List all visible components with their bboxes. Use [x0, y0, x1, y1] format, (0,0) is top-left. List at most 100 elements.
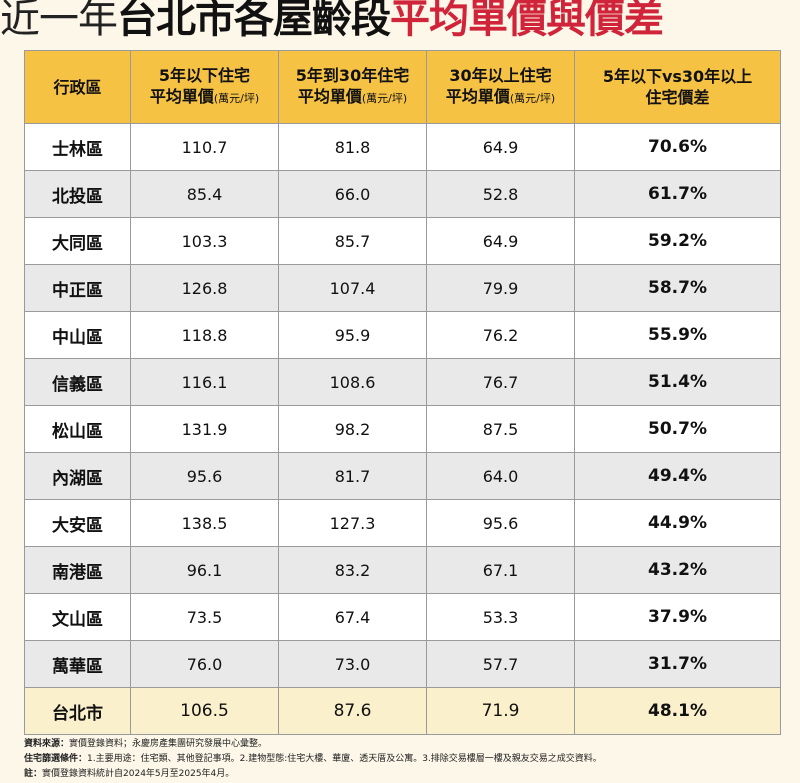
unit-price-cell: 76.0: [130, 640, 279, 688]
column-header-line1: 5年以下住宅: [158, 66, 251, 85]
unit-price-cell: 110.7: [130, 123, 279, 171]
price-gap-cell: 70.6%: [574, 123, 781, 171]
unit-price-cell: 85.4: [130, 170, 279, 218]
price-gap-cell: 51.4%: [574, 358, 781, 406]
district-cell: 南港區: [24, 546, 131, 594]
table-header-row: 行政區 5年以下住宅 平均單價(萬元/坪) 5年到30年住宅 平均單價(萬元/坪) 30年…: [24, 50, 781, 124]
footnote-line: 住宅篩選條件：1.主要用途：住宅類、其他登記事項。2.建物型態:住宅大樓、華廈、…: [24, 752, 784, 767]
unit-price-cell: 106.5: [130, 687, 279, 735]
unit-price-cell: 53.3: [426, 593, 575, 641]
district-cell: 內湖區: [24, 452, 131, 500]
district-cell: 北投區: [24, 170, 131, 218]
column-header-line2-text: 平均單價: [297, 87, 362, 106]
unit-price-cell: 81.7: [278, 452, 427, 500]
table-row: 大安區 138.5 127.3 95.6 44.9%: [24, 499, 781, 547]
price-table-container: 行政區 5年以下住宅 平均單價(萬元/坪) 5年到30年住宅 平均單價(萬元/坪) 30年…: [24, 50, 781, 735]
unit-price-cell: 138.5: [130, 499, 279, 547]
unit-price-cell: 107.4: [278, 264, 427, 312]
footnote-line: 註：實價登錄資料統計自2024年5月至2025年4月。: [24, 767, 784, 782]
unit-price-cell: 73.5: [130, 593, 279, 641]
price-gap-cell: 48.1%: [574, 687, 781, 735]
unit-price-cell: 95.9: [278, 311, 427, 359]
table-row: 大同區 103.3 85.7 64.9 59.2%: [24, 217, 781, 265]
unit-price-cell: 98.2: [278, 405, 427, 453]
unit-price-cell: 66.0: [278, 170, 427, 218]
unit-price-cell: 95.6: [426, 499, 575, 547]
unit-price-cell: 83.2: [278, 546, 427, 594]
unit-price-cell: 76.7: [426, 358, 575, 406]
unit-price-cell: 87.5: [426, 405, 575, 453]
column-header-1: 5年以下住宅 平均單價(萬元/坪): [130, 50, 279, 124]
column-header-line2: 住宅價差: [575, 87, 780, 108]
footnote-label: 註：: [24, 769, 43, 779]
price-gap-cell: 44.9%: [574, 499, 781, 547]
price-gap-cell: 61.7%: [574, 170, 781, 218]
column-header-4: 5年以下vs30年以上 住宅價差: [574, 50, 781, 124]
column-header-unit: (萬元/坪): [213, 92, 260, 105]
unit-price-cell: 127.3: [278, 499, 427, 547]
column-header-line1: 30年以上住宅: [449, 66, 552, 85]
price-gap-cell: 58.7%: [574, 264, 781, 312]
price-gap-cell: 55.9%: [574, 311, 781, 359]
column-header-line2-text: 平均單價: [149, 87, 214, 106]
price-table: 行政區 5年以下住宅 平均單價(萬元/坪) 5年到30年住宅 平均單價(萬元/坪) 30年…: [24, 50, 781, 735]
column-header-line2: 平均單價(萬元/坪): [279, 86, 426, 109]
price-gap-cell: 50.7%: [574, 405, 781, 453]
unit-price-cell: 79.9: [426, 264, 575, 312]
table-row: 南港區 96.1 83.2 67.1 43.2%: [24, 546, 781, 594]
price-gap-cell: 59.2%: [574, 217, 781, 265]
unit-price-cell: 95.6: [130, 452, 279, 500]
price-gap-cell: 37.9%: [574, 593, 781, 641]
unit-price-cell: 96.1: [130, 546, 279, 594]
unit-price-cell: 81.8: [278, 123, 427, 171]
column-header-0: 行政區: [24, 50, 131, 124]
unit-price-cell: 67.4: [278, 593, 427, 641]
district-cell: 中山區: [24, 311, 131, 359]
district-cell: 萬華區: [24, 640, 131, 688]
column-header-line1: 5年到30年住宅: [295, 66, 410, 85]
unit-price-cell: 103.3: [130, 217, 279, 265]
unit-price-cell: 52.8: [426, 170, 575, 218]
unit-price-cell: 87.6: [278, 687, 427, 735]
title-part-2: 台北市各屋齡段: [117, 0, 391, 42]
unit-price-cell: 76.2: [426, 311, 575, 359]
table-row: 內湖區 95.6 81.7 64.0 49.4%: [24, 452, 781, 500]
column-header-line1: 行政區: [53, 77, 102, 97]
unit-price-cell: 67.1: [426, 546, 575, 594]
unit-price-cell: 131.9: [130, 405, 279, 453]
column-header-unit: (萬元/坪): [509, 92, 556, 105]
column-header-unit: (萬元/坪): [361, 92, 408, 105]
district-cell: 大安區: [24, 499, 131, 547]
district-cell: 信義區: [24, 358, 131, 406]
district-cell: 大同區: [24, 217, 131, 265]
column-header-line1: 5年以下vs30年以上: [602, 67, 753, 86]
unit-price-cell: 57.7: [426, 640, 575, 688]
price-gap-cell: 31.7%: [574, 640, 781, 688]
unit-price-cell: 64.9: [426, 123, 575, 171]
table-row: 中正區 126.8 107.4 79.9 58.7%: [24, 264, 781, 312]
footnote-label: 住宅篩選條件：: [24, 754, 88, 764]
column-header-line2: 平均單價(萬元/坪): [131, 86, 278, 109]
column-header-3: 30年以上住宅 平均單價(萬元/坪): [426, 50, 575, 124]
column-header-line2: 平均單價(萬元/坪): [427, 86, 574, 109]
footnote-line: 資料來源：實價登錄資料；永慶房產集團研究發展中心彙整。: [24, 737, 784, 752]
table-row: 信義區 116.1 108.6 76.7 51.4%: [24, 358, 781, 406]
page-title: 近一年台北市各屋齡段平均單價與價差: [0, 0, 664, 42]
district-cell: 士林區: [24, 123, 131, 171]
column-header-line2-text: 平均單價: [445, 87, 510, 106]
title-part-1: 近一年: [0, 0, 118, 42]
table-body: 士林區 110.7 81.8 64.9 70.6% 北投區 85.4 66.0 52.8 61.7…: [24, 123, 781, 735]
table-row: 北投區 85.4 66.0 52.8 61.7%: [24, 170, 781, 218]
footnotes: 資料來源：實價登錄資料；永慶房產集團研究發展中心彙整。 住宅篩選條件：1.主要用途…: [24, 737, 784, 782]
unit-price-cell: 118.8: [130, 311, 279, 359]
column-header-2: 5年到30年住宅 平均單價(萬元/坪): [278, 50, 427, 124]
unit-price-cell: 71.9: [426, 687, 575, 735]
unit-price-cell: 116.1: [130, 358, 279, 406]
table-row: 士林區 110.7 81.8 64.9 70.6%: [24, 123, 781, 171]
column-header-line2-text: 住宅價差: [645, 88, 710, 107]
unit-price-cell: 64.0: [426, 452, 575, 500]
footnote-label: 資料來源：: [24, 739, 70, 749]
table-row: 中山區 118.8 95.9 76.2 55.9%: [24, 311, 781, 359]
table-row: 萬華區 76.0 73.0 57.7 31.7%: [24, 640, 781, 688]
unit-price-cell: 108.6: [278, 358, 427, 406]
